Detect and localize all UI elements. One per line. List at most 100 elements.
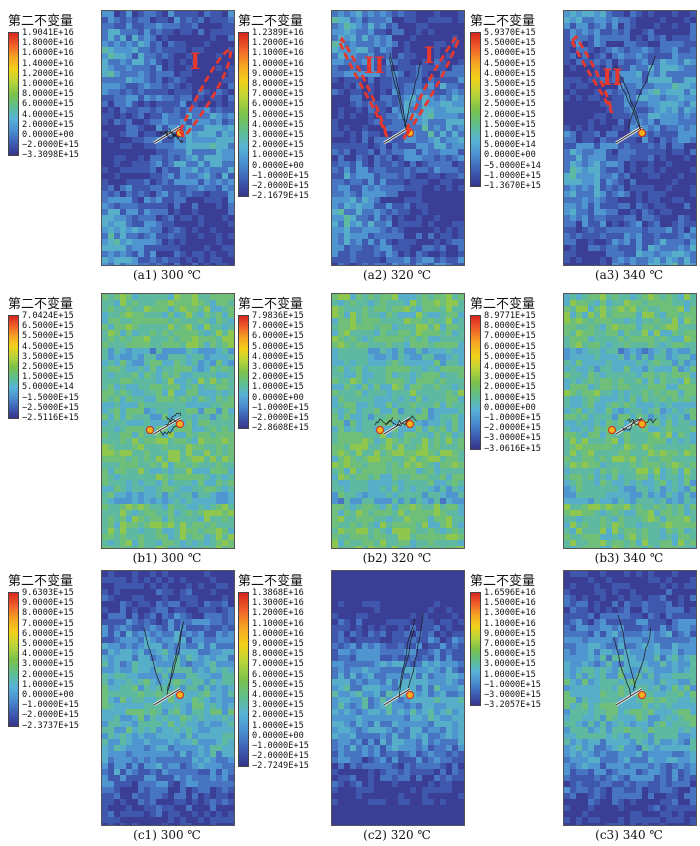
map-cell <box>428 11 434 17</box>
map-cell <box>434 378 440 384</box>
map-cell <box>132 324 138 330</box>
map-cell <box>362 438 368 444</box>
map-cell <box>380 372 386 378</box>
map-cell <box>198 233 204 239</box>
map-cell <box>434 17 440 23</box>
map-cell <box>690 185 696 191</box>
map-cell <box>114 155 120 161</box>
map-cell <box>102 522 108 528</box>
map-cell <box>452 318 458 324</box>
map-cell <box>440 312 446 318</box>
colorbar-tick: 4.5000E+15 <box>484 59 541 69</box>
map-cell <box>660 47 666 53</box>
map-cell <box>434 71 440 77</box>
map-cell <box>458 209 464 215</box>
map-cell <box>150 239 156 245</box>
map-cell <box>174 245 180 251</box>
map-cell <box>168 17 174 23</box>
map-cell <box>162 504 168 510</box>
colorbar-tick: −2.0000E+15 <box>484 423 541 433</box>
map-cell <box>648 215 654 221</box>
colorbar-tick: 2.0000E+15 <box>484 382 541 392</box>
map-cell <box>374 197 380 203</box>
map-cell <box>446 384 452 390</box>
map-cell <box>216 239 222 245</box>
map-cell <box>108 474 114 480</box>
map-cell <box>144 450 150 456</box>
map-cell <box>114 456 120 462</box>
colorbar-tick: −2.5000E+15 <box>22 403 79 413</box>
map-cell <box>428 354 434 360</box>
map-cell <box>452 23 458 29</box>
map-cell <box>156 161 162 167</box>
map-cell <box>150 474 156 480</box>
map-cell <box>416 438 422 444</box>
map-cell <box>332 534 338 540</box>
map-cell <box>410 11 416 17</box>
map-cell <box>120 191 126 197</box>
map-cell <box>144 11 150 17</box>
map-cell <box>114 486 120 492</box>
map-cell <box>618 191 624 197</box>
map-cell <box>222 294 228 300</box>
map-cell <box>582 143 588 149</box>
map-cell <box>216 263 222 265</box>
map-cell <box>576 263 582 265</box>
map-cell <box>108 233 114 239</box>
map-cell <box>174 203 180 209</box>
map-cell <box>228 155 234 161</box>
map-cell <box>138 137 144 143</box>
map-cell <box>126 522 132 528</box>
map-cell <box>636 312 642 318</box>
map-cell <box>612 35 618 41</box>
map-cell <box>162 203 168 209</box>
map-cell <box>398 480 404 486</box>
map-cell <box>446 426 452 432</box>
map-cell <box>192 83 198 89</box>
map-cell <box>648 143 654 149</box>
map-cell <box>380 378 386 384</box>
map-cell <box>216 89 222 95</box>
map-cell <box>380 318 386 324</box>
map-cell <box>374 29 380 35</box>
map-cell <box>672 17 678 23</box>
map-cell <box>216 438 222 444</box>
map-cell <box>392 414 398 420</box>
map-cell <box>356 47 362 53</box>
map-cell <box>392 450 398 456</box>
map-cell <box>222 330 228 336</box>
map-cell <box>108 300 114 306</box>
map-cell <box>138 474 144 480</box>
map-cell <box>416 384 422 390</box>
map-cell <box>452 233 458 239</box>
map-cell <box>392 185 398 191</box>
map-cell <box>138 462 144 468</box>
map-cell <box>398 173 404 179</box>
map-cell <box>138 173 144 179</box>
map-cell <box>126 294 132 300</box>
map-cell <box>174 191 180 197</box>
map-cell <box>642 53 648 59</box>
map-cell <box>624 294 630 300</box>
map-cell <box>204 510 210 516</box>
map-cell <box>648 47 654 53</box>
map-cell <box>440 179 446 185</box>
map-cell <box>108 209 114 215</box>
map-cell <box>344 197 350 203</box>
map-cell <box>132 306 138 312</box>
map-cell <box>374 498 380 504</box>
map-cell <box>186 149 192 155</box>
map-cell <box>210 257 216 263</box>
map-cell <box>440 432 446 438</box>
map-cell <box>132 348 138 354</box>
map-cell <box>636 233 642 239</box>
map-cell <box>404 47 410 53</box>
map-cell <box>174 504 180 510</box>
map-cell <box>192 408 198 414</box>
map-cell <box>410 402 416 408</box>
map-cell <box>210 414 216 420</box>
map-cell <box>368 137 374 143</box>
map-cell <box>672 125 678 131</box>
map-cell <box>192 480 198 486</box>
